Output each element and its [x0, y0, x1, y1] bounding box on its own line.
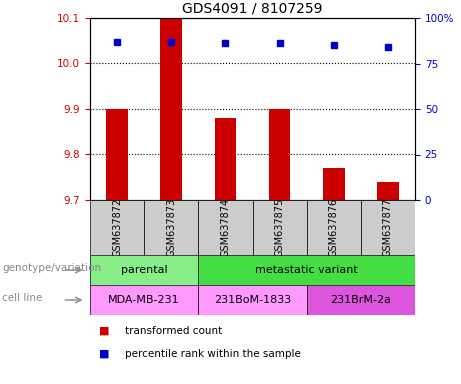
Bar: [106, 109, 128, 200]
Bar: [269, 109, 290, 200]
Text: percentile rank within the sample: percentile rank within the sample: [124, 349, 301, 359]
Bar: [198, 285, 307, 315]
Text: metastatic variant: metastatic variant: [255, 265, 358, 275]
Bar: [160, 18, 182, 200]
Text: ■: ■: [99, 349, 110, 359]
Bar: [361, 200, 415, 255]
Bar: [90, 285, 198, 315]
Bar: [90, 255, 198, 285]
Bar: [253, 200, 307, 255]
Text: GSM637877: GSM637877: [383, 198, 393, 257]
Title: GDS4091 / 8107259: GDS4091 / 8107259: [182, 2, 323, 15]
Bar: [377, 182, 399, 200]
Bar: [90, 200, 144, 255]
Text: 231BrM-2a: 231BrM-2a: [331, 295, 391, 305]
Text: parental: parental: [121, 265, 167, 275]
Text: GSM637876: GSM637876: [329, 198, 339, 257]
Text: GSM637874: GSM637874: [220, 198, 230, 257]
Text: GSM637872: GSM637872: [112, 198, 122, 257]
Text: GSM637875: GSM637875: [275, 198, 284, 257]
Bar: [323, 168, 344, 200]
Text: 231BoM-1833: 231BoM-1833: [214, 295, 291, 305]
Bar: [198, 200, 253, 255]
Text: cell line: cell line: [2, 293, 43, 303]
Text: transformed count: transformed count: [124, 326, 222, 336]
Bar: [198, 255, 415, 285]
Bar: [307, 200, 361, 255]
Text: genotype/variation: genotype/variation: [2, 263, 101, 273]
Bar: [144, 200, 198, 255]
Text: ■: ■: [99, 326, 110, 336]
Bar: [214, 118, 236, 200]
Text: GSM637873: GSM637873: [166, 198, 176, 257]
Bar: [307, 285, 415, 315]
Text: MDA-MB-231: MDA-MB-231: [108, 295, 180, 305]
